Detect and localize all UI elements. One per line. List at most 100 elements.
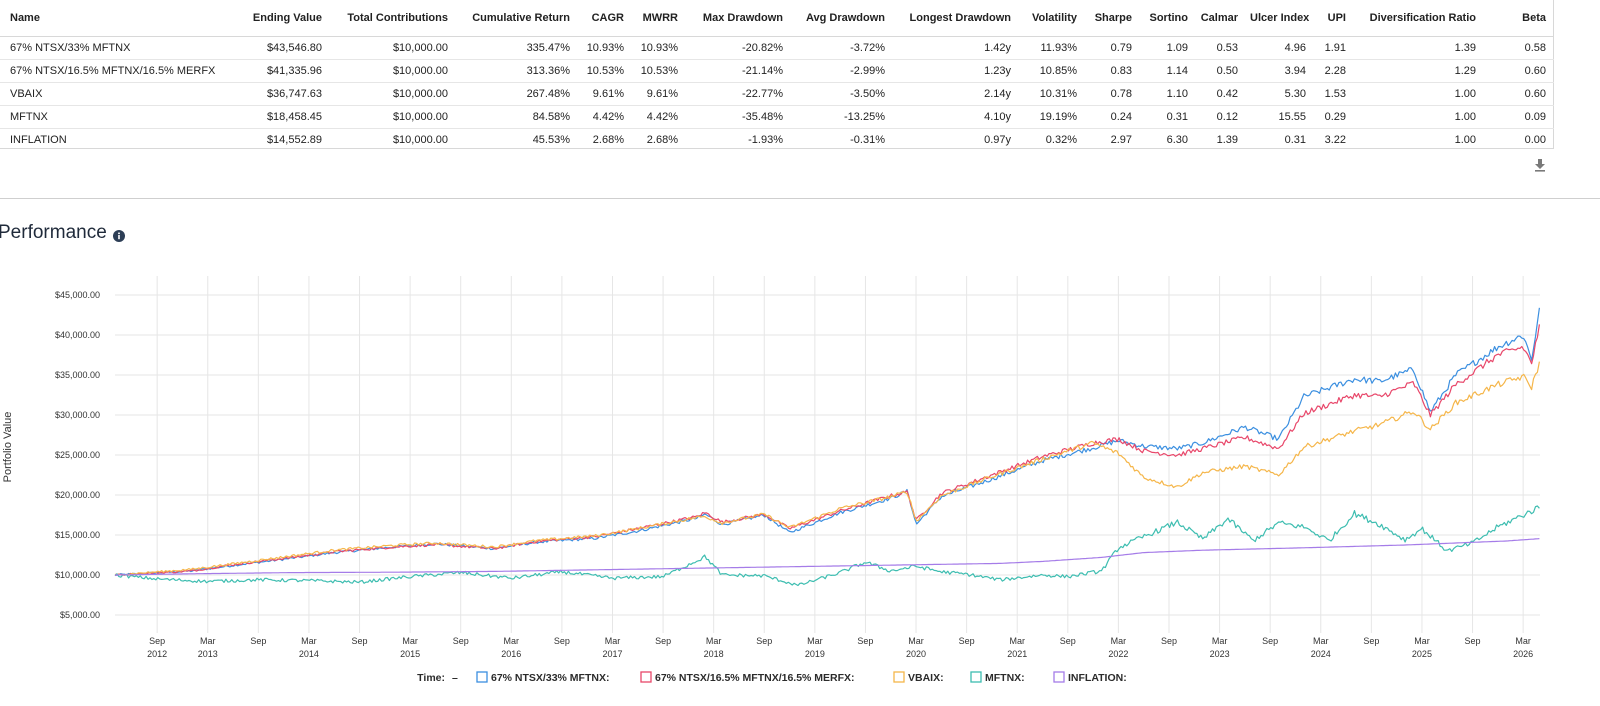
series-lines[interactable] — [114, 307, 1540, 587]
table-row: 67% NTSX/33% MFTNX $43,546.80 $10,000.00 33… — [0, 36, 1554, 60]
legend-item[interactable]: VBAIX: — [893, 671, 944, 684]
legend-swatch — [970, 671, 982, 683]
x-tick-year: 2015 — [400, 649, 420, 659]
column-header[interactable]: Name — [0, 0, 230, 37]
metric-cell: -35.48% — [686, 105, 791, 129]
metric-cell: 2.28 — [1314, 59, 1354, 83]
table-row: INFLATION $14,552.89 $10,000.00 45.53% 2.68%… — [0, 129, 1554, 152]
column-header[interactable]: Ulcer Index — [1246, 0, 1314, 37]
download-icon[interactable] — [1532, 157, 1548, 173]
x-tick-year: 2019 — [805, 649, 825, 659]
series-line-3[interactable] — [114, 505, 1540, 587]
metric-cell: -21.14% — [686, 59, 791, 83]
column-header[interactable]: Calmar — [1196, 0, 1246, 37]
column-header[interactable]: Avg Drawdown — [791, 0, 893, 37]
x-tick-year: 2013 — [198, 649, 218, 659]
legend-item[interactable]: 67% NTSX/33% MFTNX: — [476, 671, 609, 684]
column-header[interactable]: UPI — [1314, 0, 1354, 37]
metric-cell: 6.30 — [1166, 134, 1188, 146]
metric-cell: 0.12 — [1196, 105, 1246, 129]
metric-cell: $10,000.00 — [330, 36, 456, 60]
metric-cell: 10.93% — [632, 36, 686, 60]
portfolio-name-cell: 67% NTSX/16.5% MFTNX/16.5% MERFX — [0, 59, 230, 83]
column-header[interactable]: Sortino — [1140, 0, 1196, 37]
x-tick-label: Sep — [149, 636, 165, 646]
metric-cell: -1.93% — [748, 134, 783, 146]
x-tick-label: Sep — [959, 636, 975, 646]
metric-cell: 10.93% — [578, 36, 632, 60]
metric-cell: -2.99% — [791, 59, 893, 83]
table-row: 67% NTSX/16.5% MFTNX/16.5% MERFX $41,335.… — [0, 59, 1554, 83]
metric-cell: $14,552.89 — [266, 134, 322, 146]
portfolio-name-cell: VBAIX — [0, 82, 230, 106]
metric-cell: 1.00 — [1454, 134, 1476, 146]
metric-cell: 1.00 — [1354, 82, 1484, 106]
y-tick-label: $45,000.00 — [55, 290, 100, 300]
metric-cell: $10,000.00 — [330, 82, 456, 106]
column-header[interactable]: Total Contributions — [330, 0, 456, 37]
metric-cell: 1.42y — [893, 36, 1019, 60]
x-tick-label: Mar — [807, 636, 823, 646]
x-tick-label: Sep — [1262, 636, 1278, 646]
info-circle-icon[interactable] — [113, 229, 125, 242]
metric-cell: 45.53% — [532, 134, 570, 146]
metric-cell: 0.83 — [1085, 59, 1140, 83]
series-line-1[interactable] — [114, 324, 1540, 577]
legend-item[interactable]: 67% NTSX/16.5% MFTNX/16.5% MERFX: — [640, 671, 855, 684]
metric-cell: 1.91 — [1314, 36, 1354, 60]
section-divider — [0, 198, 1600, 199]
legend-item[interactable]: INFLATION: — [1053, 671, 1127, 684]
legend-swatch — [476, 671, 488, 683]
metric-cell: 1.10 — [1140, 82, 1196, 106]
metric-cell: 0.29 — [1314, 105, 1354, 129]
x-tick-label: Mar — [1212, 636, 1228, 646]
series-line-4[interactable] — [115, 538, 1540, 576]
metric-cell: 0.60 — [1484, 82, 1554, 106]
legend-item[interactable]: MFTNX: — [970, 671, 1025, 684]
column-header[interactable]: CAGR — [578, 0, 632, 37]
x-tick-label: Mar — [1313, 636, 1329, 646]
x-tick-year: 2022 — [1108, 649, 1128, 659]
column-header[interactable]: Volatility — [1019, 0, 1085, 37]
metric-cell: 15.55 — [1246, 105, 1314, 129]
column-header[interactable]: Ending Value — [230, 0, 330, 37]
x-tick-year: 2014 — [299, 649, 319, 659]
column-header[interactable]: MWRR — [632, 0, 686, 37]
column-header[interactable]: Longest Drawdown — [893, 0, 1019, 37]
metric-cell: 3.22 — [1324, 134, 1346, 146]
legend-swatch — [640, 671, 652, 683]
x-tick-label: Mar — [1515, 636, 1531, 646]
x-axis: Sep 2012 Mar 2013 Sep Mar 2014 Sep Mar 2015 Sep Mar… — [147, 636, 1533, 659]
column-header[interactable]: Cumulative Return — [456, 0, 578, 37]
column-header[interactable]: Beta — [1484, 0, 1554, 37]
metric-cell: 0.97y — [984, 134, 1011, 146]
y-tick-label: $10,000.00 — [55, 570, 100, 580]
metric-cell: -3.72% — [791, 36, 893, 60]
x-tick-label: Mar — [1111, 636, 1127, 646]
x-tick-year: 2018 — [704, 649, 724, 659]
x-tick-label: Sep — [655, 636, 671, 646]
x-tick-year: 2012 — [147, 649, 167, 659]
x-tick-label: Sep — [554, 636, 570, 646]
column-header[interactable]: Sharpe — [1085, 0, 1140, 37]
portfolio-name-cell: INFLATION — [10, 134, 67, 146]
legend-label: 67% NTSX/16.5% MFTNX/16.5% MERFX: — [655, 672, 855, 684]
column-header[interactable]: Diversification Ratio — [1354, 0, 1484, 37]
y-tick-label: $5,000.00 — [60, 610, 100, 620]
metric-cell: 4.96 — [1246, 36, 1314, 60]
legend-time-value: – — [452, 672, 458, 684]
metric-cell: 4.10y — [893, 105, 1019, 129]
metric-cell: 0.60 — [1484, 59, 1554, 83]
metric-cell: 4.42% — [578, 105, 632, 129]
metric-cell: 0.32% — [1045, 134, 1077, 146]
x-tick-label: Mar — [200, 636, 216, 646]
series-line-2[interactable] — [114, 361, 1540, 576]
x-tick-label: Sep — [756, 636, 772, 646]
metric-cell: 10.85% — [1019, 59, 1085, 83]
metric-cell: 1.14 — [1140, 59, 1196, 83]
metric-cell: 10.53% — [578, 59, 632, 83]
legend-time-label: Time: — [417, 672, 445, 684]
column-header[interactable]: Max Drawdown — [686, 0, 791, 37]
x-tick-label: Sep — [352, 636, 368, 646]
metric-cell: -3.50% — [791, 82, 893, 106]
